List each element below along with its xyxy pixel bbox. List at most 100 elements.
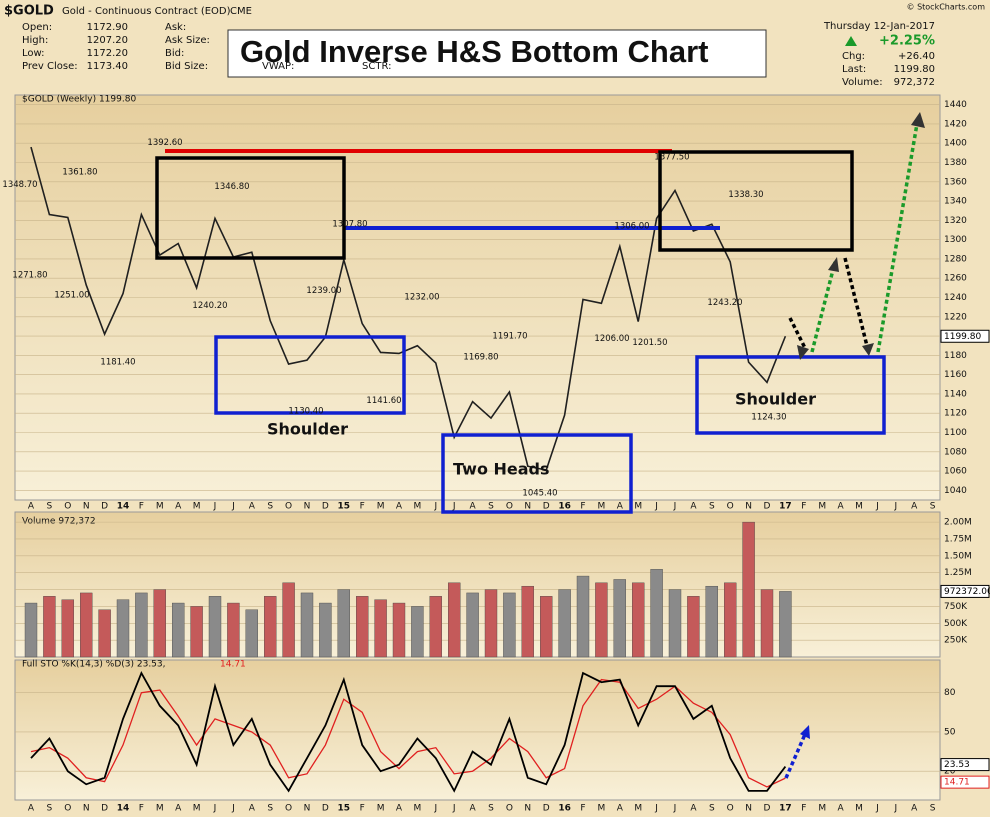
sto-panel <box>14 659 941 801</box>
symbol: $GOLD <box>4 4 54 19</box>
field-label: Open: <box>22 22 52 33</box>
stat-value: +26.40 <box>898 51 935 62</box>
arrowhead <box>800 725 810 739</box>
x-tick-label: M <box>193 502 201 512</box>
x-tick-label: J <box>231 502 235 512</box>
y-tick-label: 1.75M <box>944 534 972 544</box>
y-tick-label: 1.50M <box>944 551 972 561</box>
y-tick-label: 1360 <box>944 177 967 187</box>
volume-bar <box>448 582 461 658</box>
x-tick-label: N <box>745 804 752 814</box>
price-label: 1181.40 <box>100 358 135 368</box>
x-tick-label: O <box>285 502 292 512</box>
box <box>658 150 854 252</box>
volume-bar <box>687 596 700 658</box>
x-tick-label: S <box>47 804 53 814</box>
volume-bar <box>319 602 332 658</box>
price-label: 1251.00 <box>54 290 89 300</box>
x-tick-label: N <box>524 502 531 512</box>
x-tick-label: N <box>83 804 90 814</box>
x-tick-label: J <box>875 804 879 814</box>
x-tick-label: M <box>598 804 606 814</box>
x-tick-label: O <box>727 502 734 512</box>
x-tick-label: A <box>617 502 624 512</box>
x-tick-label: J <box>231 804 235 814</box>
last-tag <box>940 758 990 772</box>
price-label: 1201.50 <box>632 338 667 348</box>
y-tick-label: 2.00M <box>944 518 972 528</box>
y-tick-label: 250K <box>944 636 968 646</box>
field-label: Ask Size: <box>165 35 210 46</box>
x-tick-label: M <box>598 502 606 512</box>
x-tick-label: 16 <box>558 804 571 814</box>
x-tick-label: F <box>580 804 585 814</box>
x-tick-label: M <box>414 804 422 814</box>
y-tick-label: 1.25M <box>944 568 972 578</box>
x-tick-label: A <box>249 502 256 512</box>
x-tick-label: 14 <box>117 804 130 814</box>
x-tick-label: O <box>727 804 734 814</box>
x-tick-label: F <box>139 502 144 512</box>
volume-bar <box>521 585 534 658</box>
box <box>214 335 406 415</box>
x-tick-label: A <box>470 804 477 814</box>
y-tick-label: 1340 <box>944 197 967 207</box>
y-tick-label: 20 <box>944 767 956 777</box>
y-tick-label: 1260 <box>944 274 967 284</box>
volume-bar <box>742 521 755 658</box>
y-tick-label: 1120 <box>944 409 967 419</box>
chart-title: Gold Inverse H&S Bottom Chart <box>240 34 709 69</box>
x-tick-label: O <box>64 502 71 512</box>
x-tick-label: J <box>893 502 897 512</box>
last-tag <box>940 329 990 343</box>
x-tick-label: D <box>764 804 771 814</box>
volume-bar <box>613 579 626 658</box>
price-label: 1243.20 <box>707 298 742 308</box>
price-label: 1307.80 <box>332 220 367 230</box>
x-tick-label: D <box>101 804 108 814</box>
x-tick-label: A <box>617 804 624 814</box>
sto-legend-d: 14.71 <box>220 660 246 670</box>
y-tick-label: 1040 <box>944 486 967 496</box>
volume-bar <box>466 592 479 658</box>
x-tick-label: A <box>396 804 403 814</box>
field-label: Low: <box>22 48 45 59</box>
y-tick-label: 1060 <box>944 467 967 477</box>
field-label: Ask: <box>165 22 186 33</box>
exchange: CME <box>230 6 252 17</box>
last-tag-label: 14.71 <box>944 778 970 788</box>
x-tick-label: A <box>690 804 697 814</box>
y-tick-label: 1080 <box>944 447 967 457</box>
x-tick-label: 14 <box>117 502 130 512</box>
x-tick-label: D <box>543 502 550 512</box>
volume-bar <box>171 602 185 658</box>
y-tick-label: 500K <box>944 619 968 629</box>
title-box <box>227 29 767 78</box>
x-tick-label: M <box>414 502 422 512</box>
x-tick-label: N <box>745 502 752 512</box>
volume-bar <box>116 599 130 658</box>
x-tick-label: A <box>28 502 35 512</box>
price-label: 1141.60 <box>366 396 401 406</box>
x-tick-label: D <box>322 804 329 814</box>
x-tick-label: M <box>855 502 863 512</box>
x-tick-label: 16 <box>558 502 571 512</box>
field-value: 1207.20 <box>87 35 128 46</box>
field-label: Prev Close: <box>22 61 78 72</box>
name: Gold - Continuous Contract (EOD) <box>62 6 231 17</box>
volume-bar <box>264 596 277 658</box>
last-tag-label: 972372.00 <box>944 587 990 597</box>
price-label: 1124.30 <box>751 413 786 423</box>
x-tick-label: M <box>193 804 201 814</box>
x-tick-label: M <box>156 502 164 512</box>
y-tick-label: 80 <box>944 688 956 698</box>
arrow <box>810 261 837 353</box>
stat-label: Volume: <box>842 77 883 88</box>
volume-bar <box>705 585 718 658</box>
price-label: 1045.40 <box>522 489 557 499</box>
x-tick-label: D <box>543 804 550 814</box>
x-tick-label: F <box>139 804 144 814</box>
x-tick-label: J <box>654 804 658 814</box>
x-tick-label: S <box>709 804 715 814</box>
